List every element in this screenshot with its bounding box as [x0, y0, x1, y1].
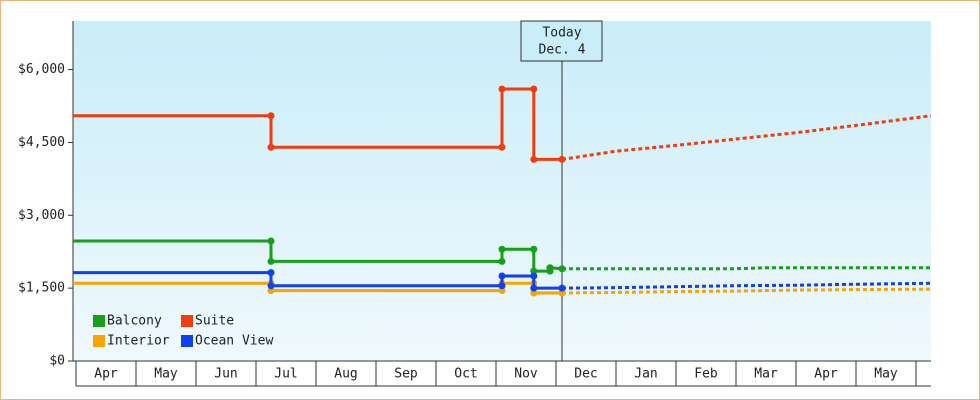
- point: [498, 245, 506, 253]
- point: [267, 269, 275, 277]
- x-tick-label: Oct: [454, 367, 477, 382]
- point: [558, 265, 566, 273]
- point: [267, 287, 275, 295]
- point: [558, 289, 566, 297]
- point: [558, 155, 566, 163]
- x-tick-label: Dec: [574, 367, 597, 382]
- x-tick-label: Sep: [394, 367, 418, 382]
- point: [498, 85, 506, 93]
- y-tick-label: $4,500: [18, 135, 65, 150]
- point: [530, 245, 538, 253]
- forecast-line: [561, 287, 932, 295]
- plot-area: [73, 21, 931, 361]
- point: [530, 289, 538, 297]
- legend-label: Balcony: [107, 314, 162, 329]
- point: [267, 282, 275, 290]
- legend-swatch: [93, 315, 105, 327]
- point: [546, 264, 554, 272]
- x-tick-label: Jun: [214, 367, 237, 382]
- x-tick-label: Mar: [754, 367, 778, 382]
- point: [530, 155, 538, 163]
- y-tick-label: $0: [49, 354, 65, 369]
- point: [267, 257, 275, 265]
- legend-label: Suite: [195, 314, 234, 329]
- point: [530, 272, 538, 280]
- legend-label: Interior: [107, 334, 170, 349]
- y-tick-label: $3,000: [18, 208, 65, 223]
- x-tick-label: Aug: [334, 367, 357, 382]
- x-tick-label: Jul: [274, 367, 297, 382]
- point: [267, 237, 275, 245]
- point: [498, 257, 506, 265]
- x-tick-label: Apr: [94, 367, 118, 382]
- legend-swatch: [181, 315, 193, 327]
- x-tick-label: Jan: [634, 367, 657, 382]
- today-label: Today: [542, 26, 581, 41]
- point: [558, 284, 566, 292]
- y-tick-label: $6,000: [18, 62, 65, 77]
- point: [498, 287, 506, 295]
- point: [530, 284, 538, 292]
- point: [267, 112, 275, 120]
- point: [530, 85, 538, 93]
- forecast-line: [561, 114, 932, 161]
- legend-label: Ocean View: [195, 334, 273, 349]
- legend-swatch: [181, 335, 193, 347]
- x-tick-label: Apr: [814, 367, 838, 382]
- history-line: [73, 87, 562, 161]
- x-tick-label: Feb: [694, 367, 718, 382]
- y-tick-label: $1,500: [18, 281, 65, 296]
- point: [498, 282, 506, 290]
- today-date: Dec. 4: [539, 43, 586, 58]
- forecast-line: [562, 266, 931, 271]
- point: [498, 272, 506, 280]
- x-tick-label: Nov: [514, 367, 538, 382]
- legend-swatch: [93, 335, 105, 347]
- point: [267, 143, 275, 151]
- x-tick-label: May: [154, 367, 178, 382]
- point: [530, 267, 538, 275]
- today-box: [520, 20, 603, 62]
- point: [498, 143, 506, 151]
- forecast-line: [561, 281, 932, 290]
- x-tick-label: May: [874, 367, 898, 382]
